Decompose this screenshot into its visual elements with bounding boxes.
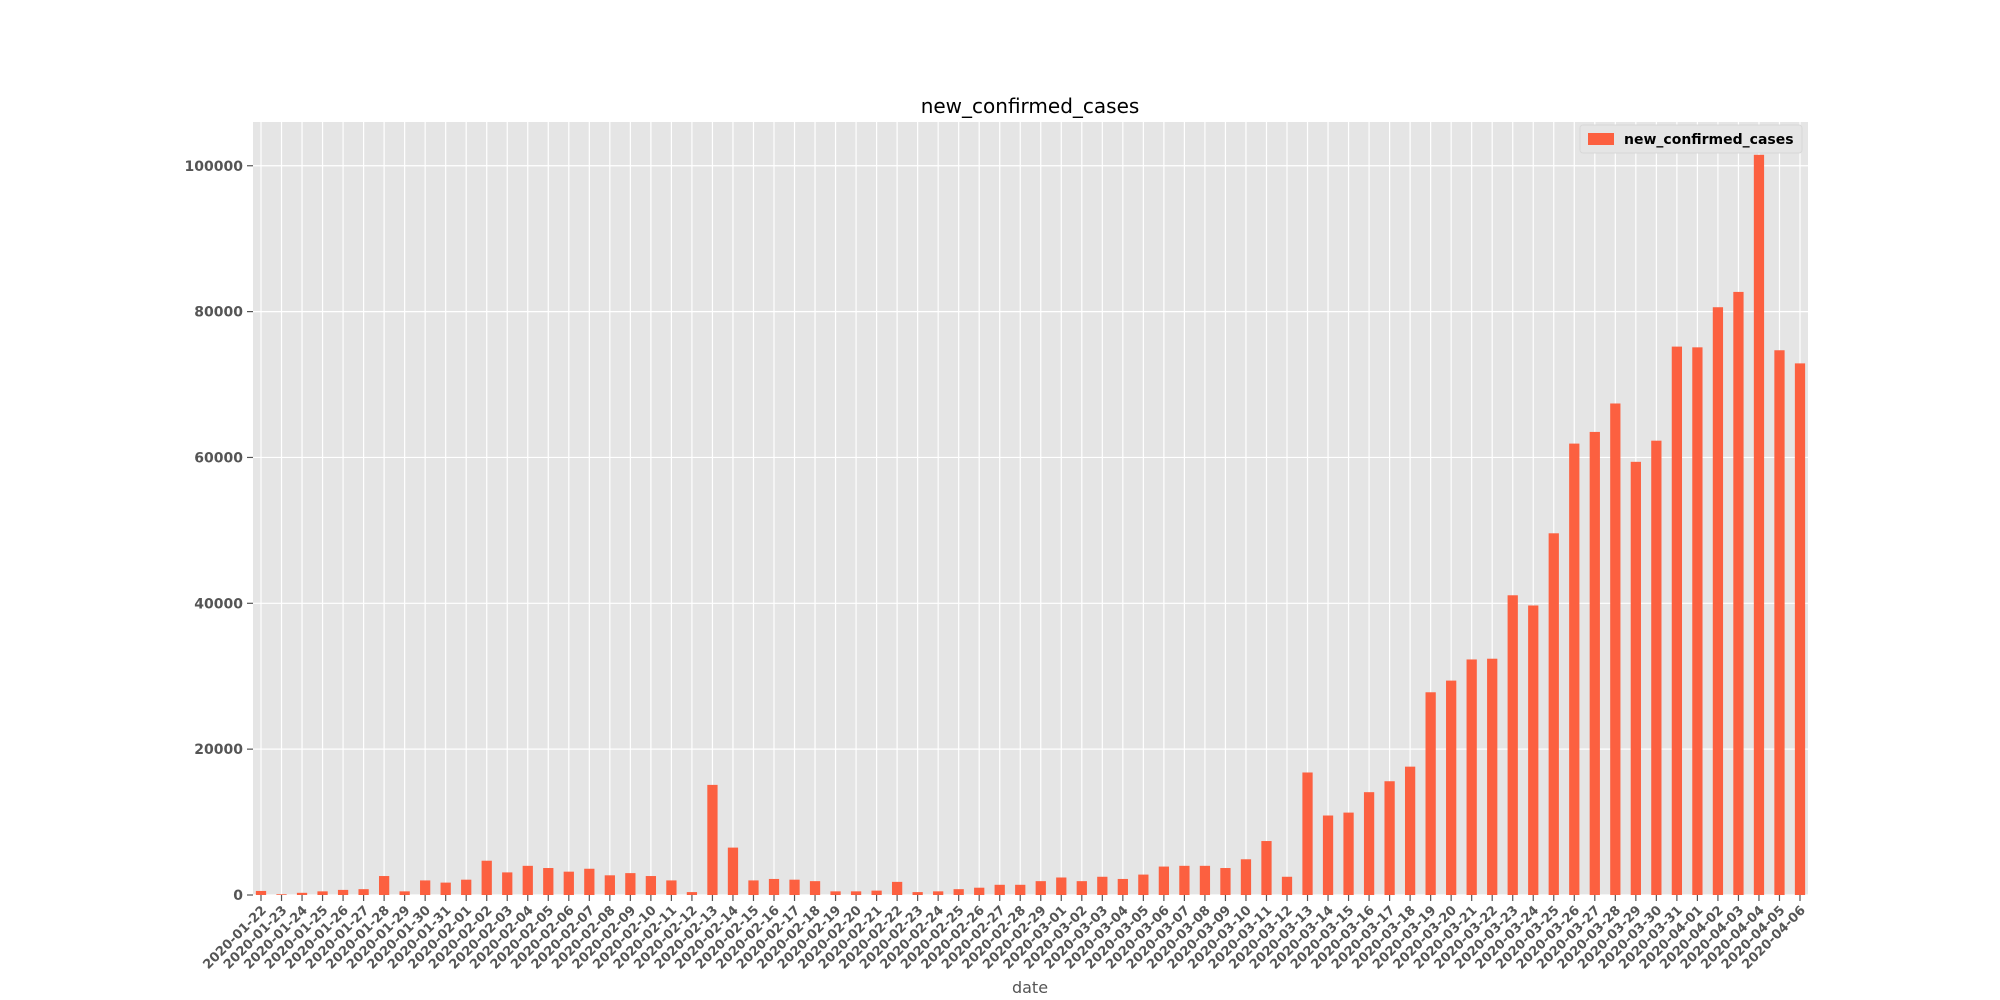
bar-2020-04-06	[1794, 363, 1806, 895]
bar-2020-03-03	[1097, 876, 1108, 895]
bar-2020-02-06	[563, 871, 574, 895]
bar-2020-03-24	[1528, 605, 1539, 895]
bar-2020-03-02	[1076, 881, 1087, 895]
legend-box	[1579, 124, 1803, 154]
bar-2020-02-24	[933, 891, 944, 895]
bar-2020-03-01	[1056, 877, 1067, 895]
bar-2020-02-19	[830, 891, 841, 895]
bar-2020-03-08	[1199, 865, 1211, 895]
bar-2020-02-10	[645, 876, 657, 895]
bar-2020-02-18	[809, 881, 821, 895]
bar-2020-03-14	[1322, 815, 1334, 895]
bar-2020-02-04	[522, 865, 533, 895]
y-tick-label: 20000	[194, 742, 243, 758]
bar-2020-03-28	[1610, 403, 1621, 895]
bar-2020-01-23	[276, 894, 287, 895]
bar-2020-02-25	[953, 889, 964, 895]
bar-2020-03-20	[1446, 680, 1457, 895]
bar-2020-03-27	[1589, 431, 1600, 895]
bar-2020-01-22	[255, 890, 267, 895]
bar-2020-03-18	[1404, 766, 1416, 895]
bar-2020-03-16	[1363, 792, 1375, 895]
y-tick-label: 100000	[185, 159, 244, 175]
bar-2020-03-26	[1569, 443, 1580, 895]
bar-2020-03-10	[1240, 859, 1252, 895]
bar-2020-02-17	[789, 879, 800, 895]
bar-2020-02-22	[891, 881, 903, 895]
y-tick-label: 60000	[194, 450, 243, 466]
x-axis-label: date	[1012, 978, 1048, 997]
bar-2020-03-05	[1138, 874, 1149, 895]
bar-2020-01-29	[399, 891, 410, 895]
bar-2020-04-01	[1692, 347, 1703, 895]
bar-2020-02-21	[871, 890, 882, 895]
bar-2020-03-21	[1466, 659, 1477, 895]
bar-2020-03-15	[1343, 812, 1354, 895]
bars	[255, 154, 1806, 896]
bar-2020-02-13	[707, 784, 718, 895]
bar-2020-03-11	[1261, 841, 1272, 895]
y-tick-label: 80000	[194, 305, 243, 321]
bar-2020-02-03	[502, 872, 513, 895]
bar-2020-03-06	[1158, 866, 1170, 895]
bar-2020-02-08	[604, 875, 615, 895]
x-axis: 2020-01-222020-01-232020-01-242020-01-25…	[200, 895, 1809, 973]
bar-2020-04-03	[1733, 291, 1744, 895]
bar-2020-03-19	[1425, 692, 1436, 895]
bar-2020-01-27	[358, 889, 369, 895]
bar-2020-01-28	[378, 876, 390, 895]
bar-2020-03-12	[1281, 876, 1293, 895]
bar-2020-02-26	[974, 887, 985, 895]
bar-2020-03-31	[1671, 346, 1683, 895]
bar-2020-02-27	[994, 884, 1005, 895]
bar-2020-01-30	[420, 880, 431, 895]
bar-2020-03-29	[1630, 461, 1641, 895]
bar-2020-03-07	[1179, 865, 1190, 895]
bar-2020-01-31	[440, 882, 451, 895]
bar-2020-02-02	[481, 860, 492, 895]
bar-2020-02-28	[1015, 884, 1026, 895]
legend: new_confirmed_cases	[1579, 124, 1803, 154]
bar-2020-02-09	[625, 873, 636, 895]
bar-2020-01-25	[317, 891, 328, 895]
bar-2020-02-14	[727, 847, 739, 895]
legend-label: new_confirmed_cases	[1624, 132, 1794, 148]
bar-2020-02-12	[686, 892, 698, 895]
bar-2020-03-09	[1220, 868, 1231, 895]
bar-2020-02-07	[584, 868, 595, 895]
bar-2020-02-23	[912, 892, 923, 895]
bar-2020-02-29	[1035, 881, 1046, 895]
bar-2020-03-22	[1487, 658, 1498, 895]
legend-swatch	[1588, 133, 1614, 145]
bar-2020-02-05	[543, 868, 554, 895]
bar-2020-04-04	[1753, 154, 1765, 895]
bar-2020-01-26	[337, 889, 349, 895]
bar-2020-02-11	[666, 880, 677, 895]
bar-2020-01-24	[296, 892, 308, 895]
y-axis: 0 20000 40000 60000 80000 100000	[185, 159, 253, 904]
bar-2020-03-30	[1651, 440, 1662, 895]
bar-2020-02-15	[748, 880, 759, 895]
bar-2020-04-05	[1774, 350, 1785, 895]
bar-2020-03-17	[1384, 781, 1395, 895]
chart-title: new_confirmed_cases	[921, 94, 1140, 118]
y-tick-label: 40000	[194, 596, 243, 612]
y-tick-label: 0	[233, 888, 243, 904]
bar-2020-04-02	[1712, 307, 1724, 896]
bar-2020-03-04	[1117, 878, 1128, 895]
bar-2020-02-16	[768, 878, 780, 895]
bar-2020-03-25	[1548, 533, 1559, 895]
bar-2020-02-20	[850, 891, 862, 895]
bar-2020-03-23	[1507, 595, 1518, 895]
bar-2020-02-01	[461, 879, 472, 895]
bar-2020-03-13	[1302, 772, 1313, 895]
